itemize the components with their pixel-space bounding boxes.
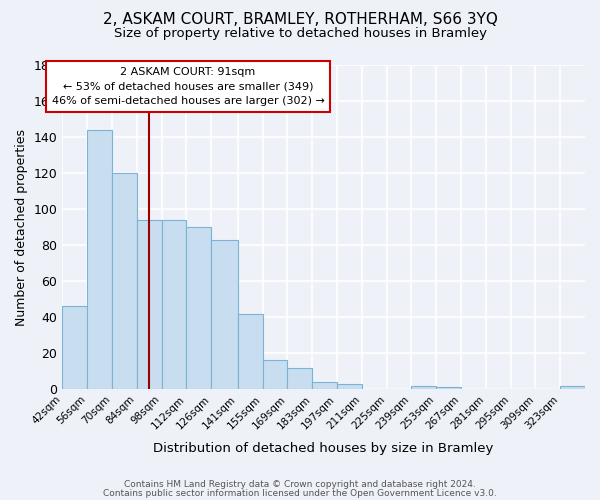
- Bar: [187, 227, 211, 389]
- Bar: [337, 384, 362, 389]
- Text: Contains HM Land Registry data © Crown copyright and database right 2024.: Contains HM Land Registry data © Crown c…: [124, 480, 476, 489]
- Bar: [211, 240, 238, 389]
- Text: 2 ASKAM COURT: 91sqm
← 53% of detached houses are smaller (349)
46% of semi-deta: 2 ASKAM COURT: 91sqm ← 53% of detached h…: [52, 67, 325, 106]
- Y-axis label: Number of detached properties: Number of detached properties: [15, 128, 28, 326]
- Bar: [87, 130, 112, 389]
- Text: Contains public sector information licensed under the Open Government Licence v3: Contains public sector information licen…: [103, 488, 497, 498]
- Bar: [312, 382, 337, 389]
- X-axis label: Distribution of detached houses by size in Bramley: Distribution of detached houses by size …: [154, 442, 494, 455]
- Bar: [137, 220, 161, 389]
- Bar: [238, 314, 263, 389]
- Bar: [62, 306, 87, 389]
- Bar: [112, 173, 137, 389]
- Bar: [412, 386, 436, 389]
- Bar: [560, 386, 585, 389]
- Text: 2, ASKAM COURT, BRAMLEY, ROTHERHAM, S66 3YQ: 2, ASKAM COURT, BRAMLEY, ROTHERHAM, S66 …: [103, 12, 497, 28]
- Bar: [263, 360, 287, 389]
- Bar: [287, 368, 312, 389]
- Bar: [161, 220, 187, 389]
- Text: Size of property relative to detached houses in Bramley: Size of property relative to detached ho…: [113, 28, 487, 40]
- Bar: [436, 388, 461, 389]
